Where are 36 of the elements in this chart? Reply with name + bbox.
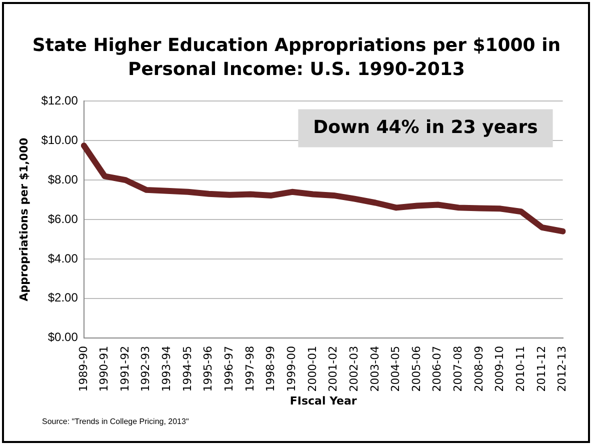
x-tick-label: 2009-10 (493, 346, 506, 392)
y-tick-label: $8.00 (48, 172, 78, 186)
y-tick-label: $12.00 (41, 94, 78, 108)
x-tick-label: 2004-05 (389, 346, 402, 392)
x-tick-label: 2008-09 (472, 346, 486, 392)
y-tick-label: $2.00 (48, 290, 78, 305)
x-tick-label: 2001-02 (326, 346, 340, 392)
x-tick-label: 2006-07 (430, 346, 444, 392)
x-tick-label: 1997-98 (243, 346, 256, 392)
x-tick-label: 2002-03 (347, 346, 360, 392)
y-tick-label: $4.00 (48, 251, 78, 266)
x-tick-label: 1990-91 (98, 346, 111, 392)
x-tick-label: 1996-97 (222, 346, 236, 392)
x-axis-title: FIscal Year (290, 394, 358, 408)
x-tick-label: 1991-92 (118, 346, 132, 392)
y-tick-label: $6.00 (48, 212, 78, 226)
x-tick-label: 1989-90 (76, 346, 90, 392)
chart-title: State Higher Education Appropriations per $1000 in Personal Income: U.S. 1990-2013 (31, 34, 562, 82)
x-tick-label: 2003-04 (368, 346, 382, 392)
x-tick-label: 2007-08 (452, 346, 465, 392)
source-note: Source: "Trends in College Pricing, 2013" (42, 417, 189, 426)
y-tick-label: $10.00 (41, 132, 78, 147)
x-tick-label: 2010-11 (514, 346, 528, 392)
x-tick-label: 2005-06 (410, 346, 423, 392)
x-tick-label: 1992-93 (139, 346, 152, 392)
x-tick-label: 1994-95 (180, 346, 194, 392)
x-tick-label: 1995-96 (202, 346, 215, 392)
x-tick-label: 2011-12 (534, 346, 548, 392)
annotation: Down 44% in 23 years (313, 116, 538, 138)
y-axis-title: Appropriations per $1,000 (17, 137, 30, 302)
y-tick-label: $0.00 (48, 330, 78, 344)
x-tick-label: 2000-01 (306, 346, 319, 392)
x-tick-label: 1993-94 (160, 346, 174, 392)
x-tick-label: 2012-13 (556, 346, 569, 392)
x-tick-label: 1998-99 (264, 346, 278, 392)
x-tick-label: 1999-00 (284, 346, 298, 392)
